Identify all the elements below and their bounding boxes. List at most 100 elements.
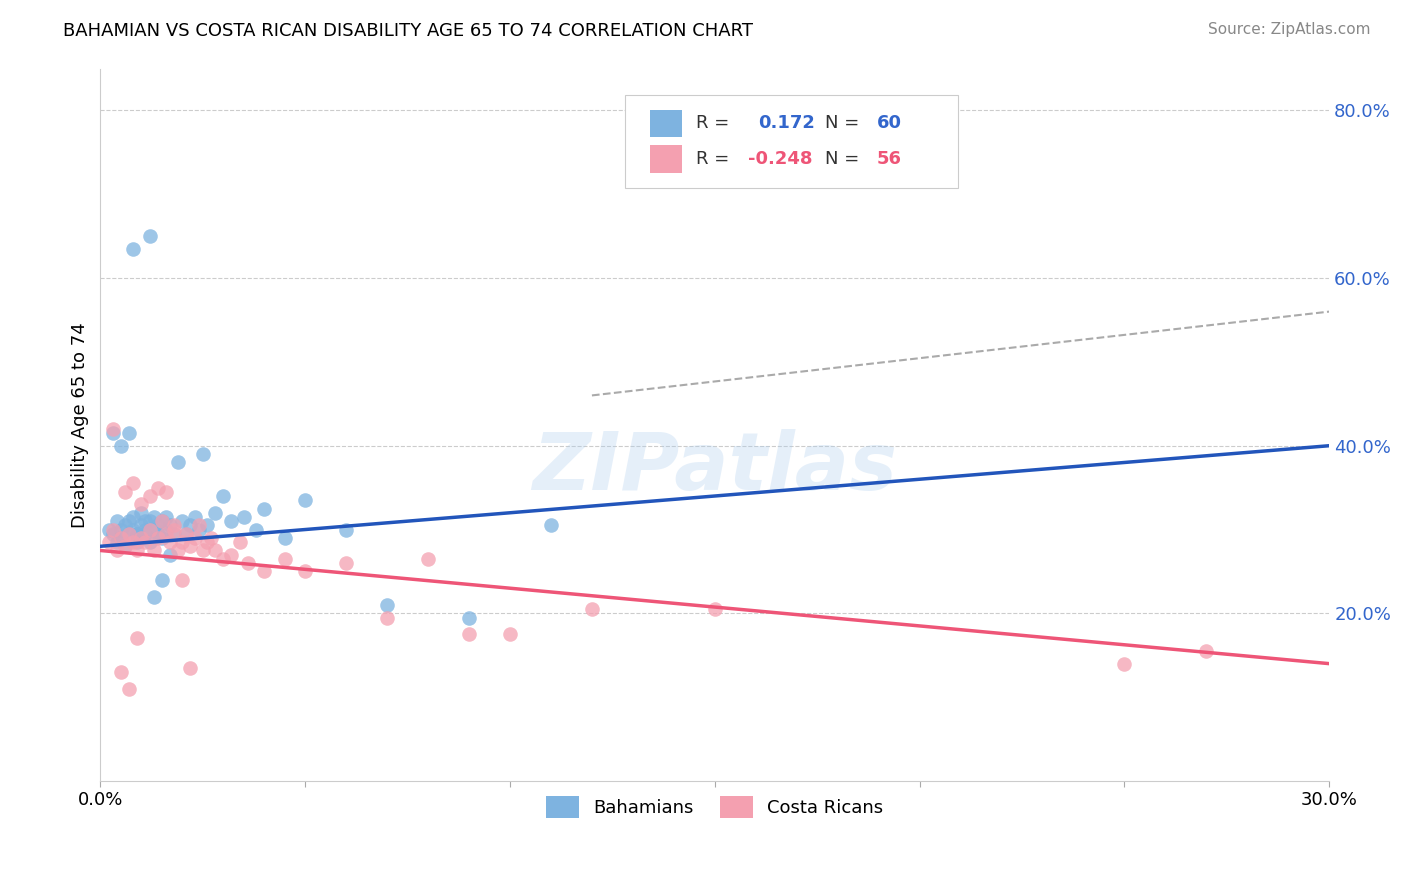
Point bbox=[155, 526, 177, 541]
Point bbox=[110, 531, 132, 545]
Point bbox=[105, 543, 128, 558]
Y-axis label: Disability Age 65 to 74: Disability Age 65 to 74 bbox=[72, 322, 89, 528]
Point bbox=[142, 523, 165, 537]
Point bbox=[131, 497, 153, 511]
Point bbox=[118, 526, 141, 541]
Point bbox=[127, 526, 149, 541]
Point bbox=[183, 510, 205, 524]
Point bbox=[335, 556, 357, 570]
Point bbox=[131, 531, 153, 545]
Point bbox=[110, 531, 132, 545]
Point bbox=[146, 531, 169, 545]
Point bbox=[1114, 657, 1136, 671]
Point bbox=[581, 602, 603, 616]
Point bbox=[1195, 644, 1218, 658]
Point bbox=[122, 523, 145, 537]
Point bbox=[159, 548, 181, 562]
Point bbox=[142, 590, 165, 604]
Point bbox=[155, 484, 177, 499]
Text: N =: N = bbox=[825, 150, 859, 168]
Point bbox=[221, 514, 243, 528]
Point bbox=[458, 627, 481, 641]
Point bbox=[191, 543, 214, 558]
Point bbox=[118, 681, 141, 696]
Point bbox=[273, 552, 295, 566]
Point bbox=[110, 523, 132, 537]
Point bbox=[150, 514, 173, 528]
Point bbox=[97, 535, 120, 549]
Text: 60: 60 bbox=[877, 114, 903, 132]
Point bbox=[375, 610, 398, 624]
Text: R =: R = bbox=[696, 114, 730, 132]
Point bbox=[163, 526, 186, 541]
Point bbox=[127, 632, 149, 646]
Point bbox=[138, 489, 160, 503]
Point bbox=[236, 556, 259, 570]
Point bbox=[221, 548, 243, 562]
Point bbox=[114, 539, 136, 553]
Point bbox=[131, 506, 153, 520]
Text: ZIPatlas: ZIPatlas bbox=[533, 428, 897, 507]
Point bbox=[163, 518, 186, 533]
Point bbox=[179, 539, 201, 553]
Point bbox=[118, 426, 141, 441]
Point bbox=[187, 523, 209, 537]
Point bbox=[159, 535, 181, 549]
Point bbox=[101, 426, 124, 441]
Point bbox=[146, 526, 169, 541]
Point bbox=[122, 476, 145, 491]
Point bbox=[195, 518, 218, 533]
Point bbox=[127, 543, 149, 558]
Point bbox=[134, 514, 156, 528]
Text: 0.172: 0.172 bbox=[758, 114, 814, 132]
Point bbox=[150, 531, 173, 545]
Point bbox=[127, 526, 149, 541]
Point bbox=[122, 510, 145, 524]
Point bbox=[228, 535, 250, 549]
Point bbox=[294, 493, 316, 508]
Point bbox=[294, 565, 316, 579]
Point bbox=[540, 518, 562, 533]
Point bbox=[105, 514, 128, 528]
Point bbox=[118, 514, 141, 528]
Point bbox=[101, 526, 124, 541]
Point bbox=[150, 514, 173, 528]
Point bbox=[212, 552, 235, 566]
Point bbox=[138, 514, 160, 528]
Point bbox=[253, 565, 276, 579]
Text: 56: 56 bbox=[877, 150, 903, 168]
Point bbox=[163, 523, 186, 537]
Point bbox=[122, 242, 145, 256]
Point bbox=[167, 455, 190, 469]
Point bbox=[253, 501, 276, 516]
Point bbox=[172, 535, 194, 549]
Text: Source: ZipAtlas.com: Source: ZipAtlas.com bbox=[1208, 22, 1371, 37]
FancyBboxPatch shape bbox=[650, 110, 682, 136]
Point bbox=[273, 531, 295, 545]
Point bbox=[101, 523, 124, 537]
Point bbox=[97, 523, 120, 537]
Point bbox=[375, 598, 398, 612]
Point bbox=[110, 439, 132, 453]
Point bbox=[204, 543, 226, 558]
Point bbox=[118, 526, 141, 541]
Point bbox=[335, 523, 357, 537]
Point bbox=[200, 531, 222, 545]
Point bbox=[183, 531, 205, 545]
Point bbox=[138, 229, 160, 244]
Point bbox=[131, 518, 153, 533]
Point bbox=[110, 665, 132, 679]
Point bbox=[187, 518, 209, 533]
Point bbox=[142, 510, 165, 524]
Point bbox=[134, 526, 156, 541]
Point bbox=[146, 481, 169, 495]
Point bbox=[179, 518, 201, 533]
Point bbox=[703, 602, 725, 616]
Point bbox=[458, 610, 481, 624]
Legend: Bahamians, Costa Ricans: Bahamians, Costa Ricans bbox=[538, 789, 891, 825]
Point bbox=[155, 523, 177, 537]
FancyBboxPatch shape bbox=[626, 95, 957, 188]
FancyBboxPatch shape bbox=[650, 145, 682, 172]
Point bbox=[150, 573, 173, 587]
Point bbox=[176, 526, 198, 541]
